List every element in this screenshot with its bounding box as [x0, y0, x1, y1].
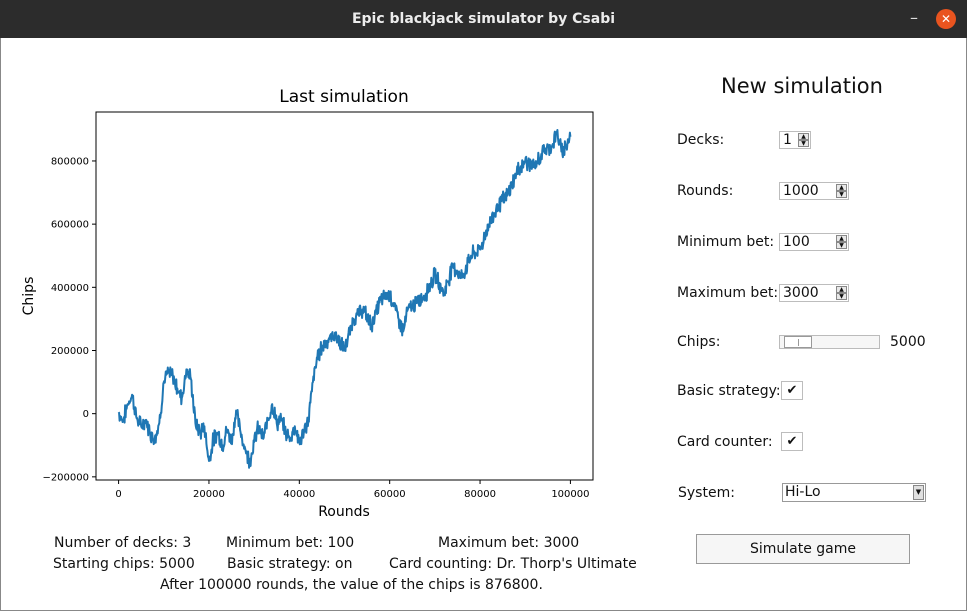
x-axis-label: Rounds	[318, 504, 370, 520]
x-tick-label: 20000	[193, 489, 225, 500]
y-tick-label: 800000	[51, 156, 89, 167]
chips-slider-handle[interactable]	[784, 336, 812, 348]
close-icon[interactable]: ✕	[936, 9, 956, 29]
card-counter-checkbox[interactable]: ✔	[781, 432, 803, 451]
system-value: Hi-Lo	[785, 484, 821, 500]
y-tick-label: 0	[83, 409, 89, 420]
basic-strategy-checkbox[interactable]: ✔	[781, 381, 803, 400]
spin-up-icon[interactable]: ▲	[836, 286, 847, 293]
y-tick-label: 400000	[51, 283, 89, 294]
maximum-bet-label: Maximum bet:	[677, 285, 779, 301]
stat-basic-strategy: Basic strategy: on	[227, 556, 353, 572]
dropdown-arrow-icon[interactable]: ▼	[913, 485, 924, 500]
minimum-bet-spinbox[interactable]: 100 ▲ ▼	[779, 233, 849, 251]
x-tick-label: 100000	[551, 489, 589, 500]
y-axis-label: Chips	[21, 277, 37, 316]
chips-label: Chips:	[677, 334, 721, 350]
spin-up-icon[interactable]: ▲	[836, 184, 847, 191]
spin-up-icon[interactable]: ▲	[836, 235, 847, 242]
window-title: Epic blackjack simulator by Csabi	[351, 11, 616, 27]
minimum-bet-label: Minimum bet:	[677, 234, 775, 250]
spin-down-icon[interactable]: ▼	[836, 191, 847, 198]
x-tick-label: 80000	[464, 489, 496, 500]
decks-spinbox[interactable]: 1 ▲ ▼	[779, 131, 811, 149]
chart-title: Last simulation	[279, 87, 408, 107]
spin-down-icon[interactable]: ▼	[798, 140, 809, 147]
maximum-bet-spinbox[interactable]: 3000 ▲ ▼	[779, 284, 849, 302]
y-tick-label: 200000	[51, 346, 89, 357]
rounds-label: Rounds:	[677, 183, 734, 199]
stat-starting-chips: Starting chips: 5000	[53, 556, 195, 572]
basic-strategy-label: Basic strategy:	[677, 383, 781, 399]
spin-up-icon[interactable]: ▲	[798, 133, 809, 140]
system-select[interactable]: Hi-Lo ▼	[782, 483, 926, 502]
simulation-result: After 100000 rounds, the value of the ch…	[160, 577, 543, 593]
y-tick-label: 600000	[51, 220, 89, 231]
title-bar	[0, 0, 967, 38]
plot-frame	[95, 111, 594, 481]
stat-decks: Number of decks: 3	[54, 535, 192, 551]
decks-label: Decks:	[677, 132, 725, 148]
simulate-game-button[interactable]: Simulate game	[696, 534, 910, 564]
spin-down-icon[interactable]: ▼	[836, 293, 847, 300]
chips-series-line	[117, 129, 572, 469]
stat-minimum-bet: Minimum bet: 100	[226, 535, 355, 551]
x-tick-label: 40000	[283, 489, 315, 500]
maximum-bet-value: 3000	[783, 285, 819, 301]
x-tick-label: 0	[115, 489, 121, 500]
rounds-spinbox[interactable]: 1000 ▲ ▼	[779, 182, 849, 200]
stat-card-counting: Card counting: Dr. Thorp's Ultimate	[389, 556, 637, 572]
y-tick-label: −200000	[42, 472, 89, 483]
stat-maximum-bet: Maximum bet: 3000	[438, 535, 580, 551]
minimize-icon[interactable]: –	[910, 8, 918, 27]
new-simulation-heading: New simulation	[721, 74, 883, 98]
rounds-value: 1000	[783, 183, 819, 199]
chips-slider[interactable]	[779, 335, 880, 349]
minimum-bet-value: 100	[783, 234, 810, 250]
card-counter-label: Card counter:	[677, 434, 773, 450]
x-tick-label: 60000	[374, 489, 406, 500]
system-label: System:	[678, 485, 735, 501]
decks-value: 1	[783, 132, 792, 148]
spin-down-icon[interactable]: ▼	[836, 242, 847, 249]
chips-value: 5000	[890, 334, 926, 350]
